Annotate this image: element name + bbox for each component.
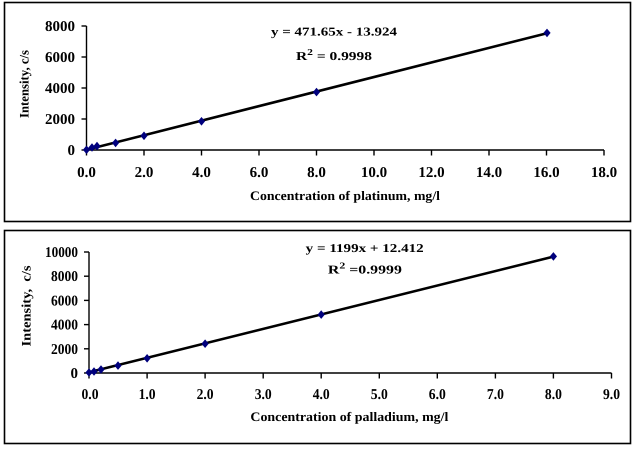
svg-text:16.0: 16.0 xyxy=(533,165,559,181)
svg-text:4000: 4000 xyxy=(51,318,78,334)
svg-text:8.0: 8.0 xyxy=(545,387,562,403)
svg-text:2000: 2000 xyxy=(45,112,75,128)
svg-text:Intensity, c/s: Intensity, c/s xyxy=(17,50,32,118)
svg-text:y = 471.65x - 13.924: y = 471.65x - 13.924 xyxy=(271,25,397,39)
svg-text:0.0: 0.0 xyxy=(82,387,99,403)
svg-text:10000: 10000 xyxy=(45,245,78,261)
svg-text:2.0: 2.0 xyxy=(135,165,154,181)
svg-text:6.0: 6.0 xyxy=(429,387,446,403)
svg-text:14.0: 14.0 xyxy=(476,165,502,181)
svg-text:18.0: 18.0 xyxy=(591,165,617,181)
svg-text:6000: 6000 xyxy=(45,50,75,66)
svg-text:Intensity, c/s: Intensity, c/s xyxy=(18,266,33,347)
svg-text:12.0: 12.0 xyxy=(418,165,444,181)
svg-text:4000: 4000 xyxy=(45,81,75,97)
svg-text:1.0: 1.0 xyxy=(139,387,156,403)
svg-text:5.0: 5.0 xyxy=(371,387,388,403)
svg-text:2000: 2000 xyxy=(51,342,78,358)
svg-text:8000: 8000 xyxy=(51,269,78,285)
svg-text:7.0: 7.0 xyxy=(487,387,504,403)
svg-text:2.0: 2.0 xyxy=(197,387,214,403)
svg-text:0: 0 xyxy=(68,143,76,159)
svg-text:0.0: 0.0 xyxy=(77,165,96,181)
svg-text:Concentration of palladium, mg: Concentration of palladium, mg/l xyxy=(250,409,448,424)
svg-text:R2 =0.9999: R2 =0.9999 xyxy=(328,261,402,277)
svg-text:6.0: 6.0 xyxy=(250,165,269,181)
svg-text:0: 0 xyxy=(71,366,79,382)
svg-text:y = 1199x + 12.412: y = 1199x + 12.412 xyxy=(306,241,424,255)
svg-text:9.0: 9.0 xyxy=(603,387,620,403)
svg-text:Concentration of platinum, mg/: Concentration of platinum, mg/l xyxy=(250,188,440,203)
svg-text:10.0: 10.0 xyxy=(361,165,387,181)
svg-text:8000: 8000 xyxy=(45,19,75,35)
svg-text:8.0: 8.0 xyxy=(307,165,326,181)
svg-text:R2 = 0.9998: R2 = 0.9998 xyxy=(296,47,372,63)
svg-text:6000: 6000 xyxy=(51,293,78,309)
svg-text:4.0: 4.0 xyxy=(192,165,211,181)
svg-text:3.0: 3.0 xyxy=(255,387,272,403)
svg-text:4.0: 4.0 xyxy=(313,387,330,403)
